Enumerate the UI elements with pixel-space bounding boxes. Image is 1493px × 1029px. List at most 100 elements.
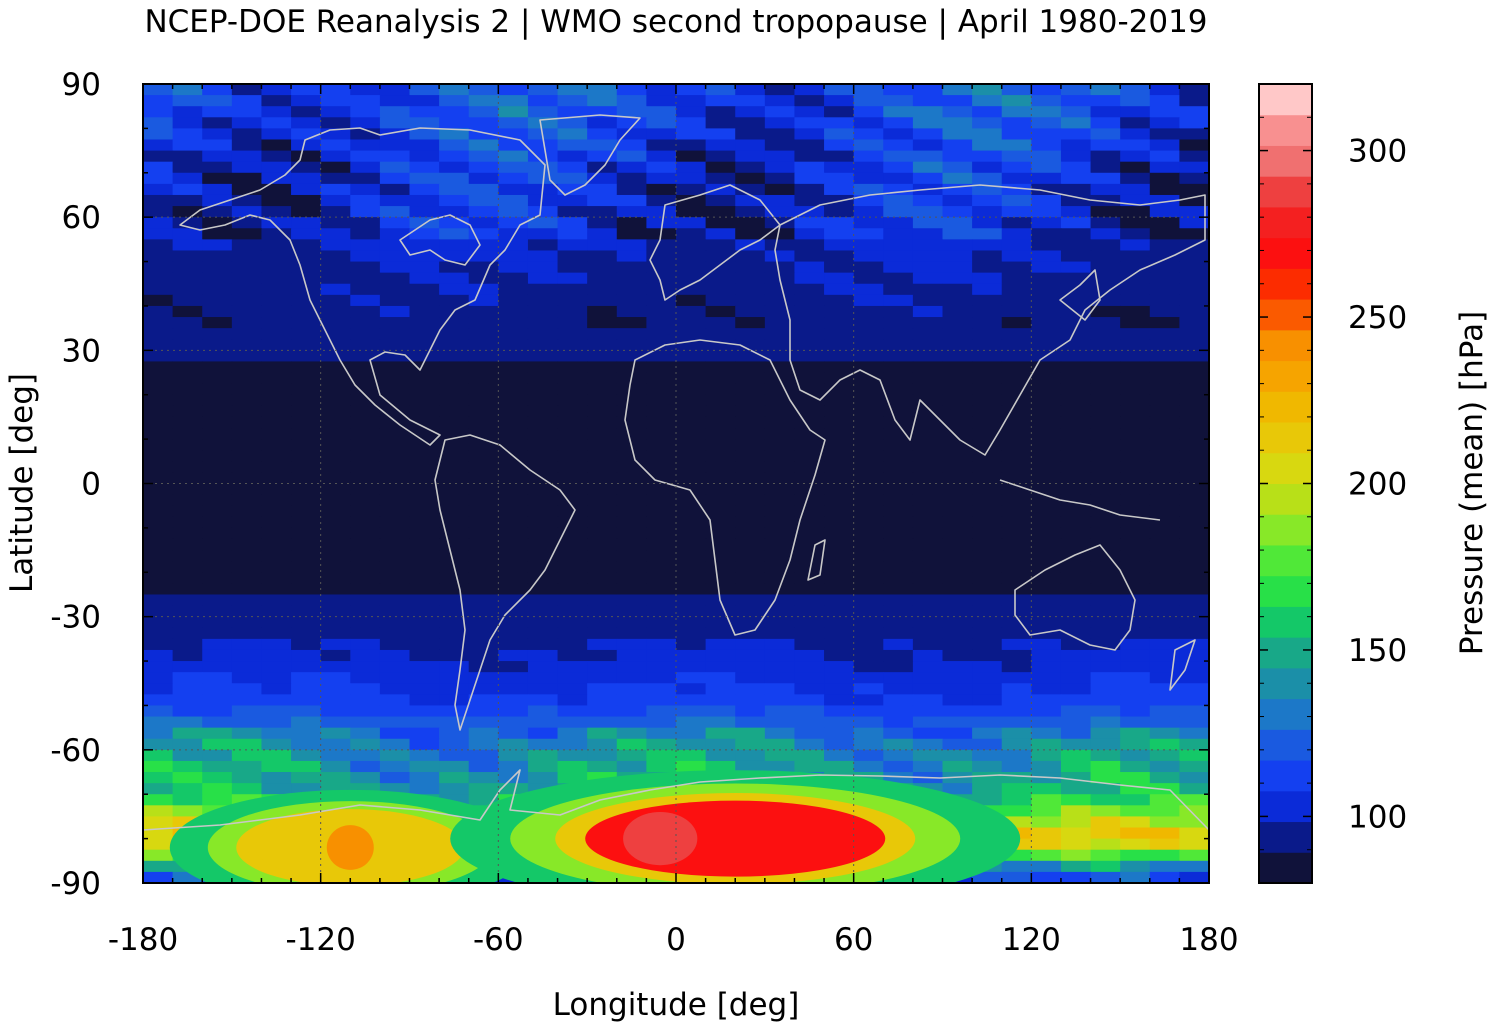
- heatmap-cell: [646, 172, 677, 185]
- heatmap-cell: [1031, 106, 1062, 118]
- heatmap-cell: [1060, 849, 1092, 862]
- heatmap-cell: [172, 783, 203, 795]
- heatmap-cell: [557, 561, 588, 573]
- heatmap-cell: [972, 305, 1003, 318]
- heatmap-cell: [143, 716, 174, 729]
- heatmap-cell: [1120, 672, 1151, 684]
- heatmap-cell: [231, 705, 262, 718]
- heatmap-cell: [439, 583, 470, 595]
- heatmap-cell: [557, 538, 588, 551]
- heatmap-cell: [912, 505, 943, 518]
- heatmap-cell: [172, 350, 203, 362]
- heatmap-cell: [972, 150, 1003, 163]
- heatmap-cell: [261, 594, 292, 607]
- heatmap-cell: [676, 538, 707, 551]
- heatmap-cell: [1120, 616, 1151, 629]
- heatmap-cell: [1001, 261, 1032, 274]
- heatmap-cell: [1001, 217, 1032, 229]
- heatmap-cell: [616, 350, 647, 362]
- heatmap-cell: [616, 95, 647, 107]
- heatmap-cell: [764, 361, 795, 374]
- heatmap-cell: [1031, 572, 1062, 584]
- heatmap-cell: [1031, 538, 1062, 551]
- heatmap-cell: [1031, 250, 1062, 263]
- heatmap-cell: [883, 305, 914, 318]
- heatmap-cell: [972, 283, 1003, 296]
- heatmap-cell: [527, 150, 559, 163]
- heatmap-cell: [587, 206, 618, 218]
- heatmap-cell: [676, 428, 707, 440]
- heatmap-cell: [557, 494, 588, 507]
- heatmap-cell: [1001, 794, 1032, 806]
- heatmap-cell: [1001, 183, 1032, 196]
- heatmap-cell: [498, 383, 529, 396]
- heatmap-cell: [320, 161, 351, 174]
- heatmap-cell: [231, 294, 262, 307]
- heatmap-cell: [764, 538, 795, 551]
- heatmap-cell: [1090, 805, 1121, 817]
- heatmap-cell: [350, 472, 381, 484]
- heatmap-cell: [557, 161, 588, 174]
- heatmap-cell: [1060, 616, 1092, 629]
- heatmap-cell: [735, 483, 766, 496]
- heatmap-cell: [912, 683, 943, 695]
- heatmap-cell: [972, 228, 1003, 240]
- heatmap-cell: [764, 527, 795, 540]
- heatmap-cell: [912, 760, 943, 773]
- heatmap-cell: [320, 394, 351, 407]
- heatmap-cell: [202, 283, 233, 296]
- heatmap-cell: [1060, 328, 1092, 340]
- heatmap-cell: [883, 150, 914, 163]
- heatmap-cell: [735, 394, 766, 407]
- heatmap-cell: [172, 616, 203, 629]
- heatmap-cell: [172, 550, 203, 562]
- heatmap-cell: [468, 794, 499, 806]
- heatmap-cell: [676, 594, 707, 607]
- heatmap-cell: [764, 161, 795, 174]
- heatmap-cell: [942, 383, 973, 396]
- heatmap-cell: [616, 117, 647, 129]
- heatmap-cell: [646, 483, 677, 496]
- heatmap-cell: [1149, 749, 1180, 762]
- heatmap-cell: [557, 95, 588, 107]
- heatmap-cell: [912, 305, 943, 318]
- heatmap-cell: [1120, 749, 1151, 762]
- heatmap-cell: [587, 472, 618, 484]
- heatmap-cell: [1179, 383, 1209, 396]
- heatmap-cell: [972, 328, 1003, 340]
- heatmap-cell: [587, 716, 618, 729]
- heatmap-cell: [1179, 627, 1209, 640]
- heatmap-cell: [1001, 84, 1032, 96]
- heatmap-cell: [1179, 206, 1209, 218]
- heatmap-cell: [764, 294, 795, 307]
- heatmap-cell: [320, 672, 351, 684]
- heatmap-cell: [1149, 461, 1180, 473]
- heatmap-cell: [912, 372, 943, 385]
- heatmap-cell: [587, 494, 618, 507]
- heatmap-cell: [1031, 84, 1062, 96]
- heatmap-cell: [527, 616, 559, 629]
- heatmap-cell: [231, 538, 262, 551]
- heatmap-cell: [261, 783, 292, 795]
- x-tick-label: 180: [1179, 922, 1238, 958]
- heatmap-cell: [468, 439, 499, 451]
- heatmap-cell: [1179, 339, 1209, 351]
- heatmap-cell: [143, 317, 174, 329]
- heatmap-cell: [409, 527, 440, 540]
- heatmap-cell: [320, 494, 351, 507]
- heatmap-cell: [824, 550, 855, 562]
- heatmap-cell: [587, 538, 618, 551]
- heatmap-cell: [912, 272, 943, 285]
- heatmap-cell: [468, 505, 499, 518]
- heatmap-cell: [350, 550, 381, 562]
- heatmap-cell: [646, 450, 677, 462]
- heatmap-cell: [972, 250, 1003, 263]
- heatmap-cell: [972, 527, 1003, 540]
- heatmap-cell: [557, 305, 588, 318]
- heatmap-cell: [527, 716, 559, 729]
- heatmap-cell: [764, 616, 795, 629]
- heatmap-cell: [972, 727, 1003, 740]
- heatmap-cell: [735, 172, 766, 185]
- heatmap-cell: [439, 794, 470, 806]
- heatmap-cell: [646, 283, 677, 296]
